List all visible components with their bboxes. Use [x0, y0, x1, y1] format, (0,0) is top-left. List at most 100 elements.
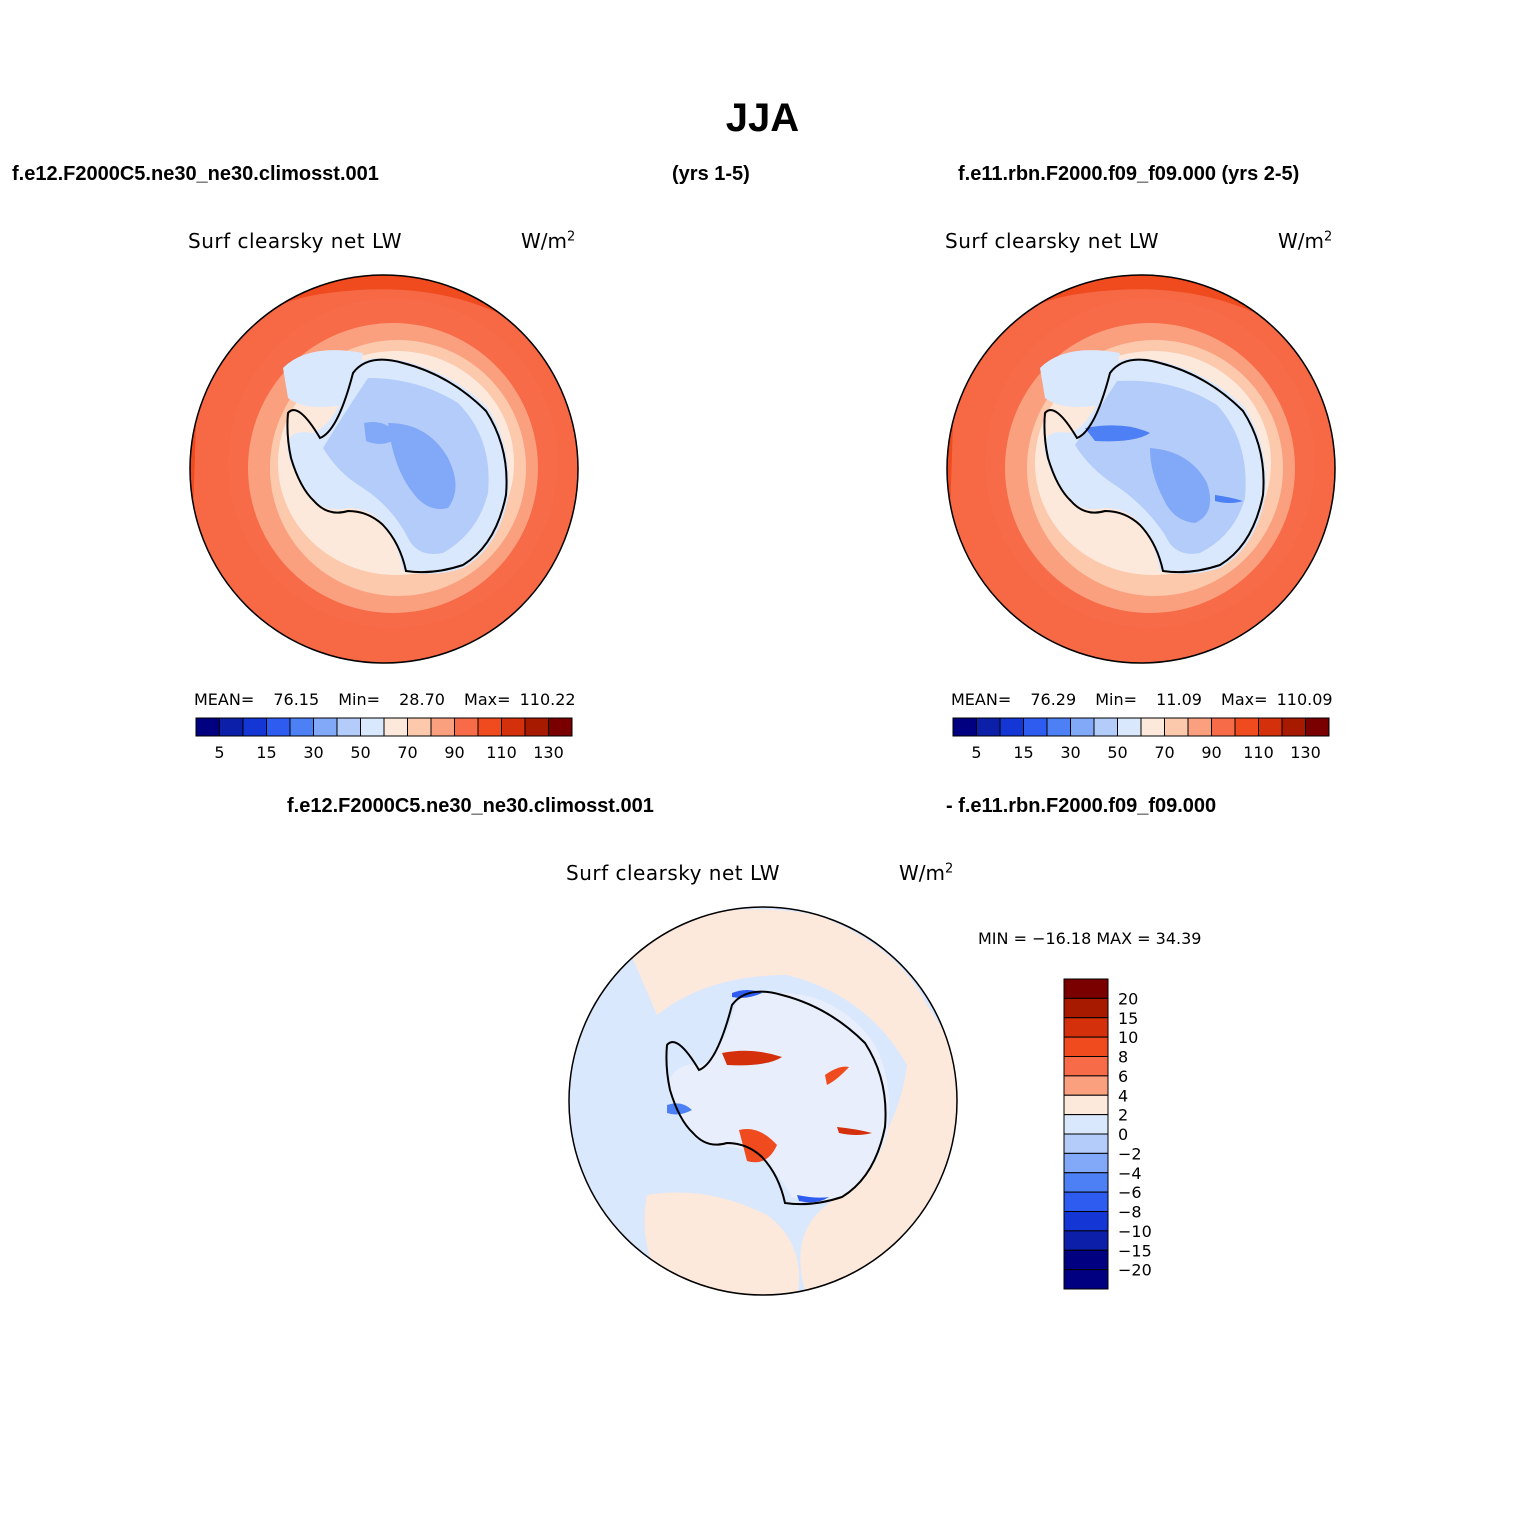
panel1-mean-value: 76.15: [273, 690, 320, 709]
diff-colorbar-tick-label: 10: [1118, 1028, 1138, 1047]
panel1-colorbar-tick-label: 110: [486, 743, 517, 762]
diff-colorbar-tick-label: −15: [1118, 1241, 1152, 1260]
panel2-variable-title: Surf clearsky net LW: [945, 229, 1160, 253]
panel1-stats: MEAN= 76.15 Min= 28.70 Max= 110.22: [194, 690, 576, 709]
panel2-mean-label: MEAN=: [951, 690, 1012, 709]
panel1-colorbar-swatch: [195, 717, 220, 737]
panel1-max-label: Max=: [464, 690, 511, 709]
panel2-colorbar-swatch: [1211, 717, 1236, 737]
panel2-colorbar-swatch: [1046, 717, 1071, 737]
panel1-map-boundary: [189, 274, 579, 664]
diff-colorbar-swatch: [1063, 1094, 1109, 1116]
panel1-coastline: [286, 358, 508, 574]
panel1-colorbar-swatch: [548, 717, 573, 737]
panel1-ross-light: [283, 350, 363, 407]
diff-positive-region-2: [644, 1192, 799, 1295]
panel1-mean-label: MEAN=: [194, 690, 255, 709]
diff-colorbar-tick-label: 4: [1118, 1086, 1128, 1105]
diff-colorbar-swatch: [1063, 1249, 1109, 1271]
panel2-mean-value: 76.29: [1030, 690, 1077, 709]
panel2-colorbar-swatch: [976, 717, 1001, 737]
diff-hot-spot-1: [722, 1050, 782, 1066]
panel2-colorbar-swatch: [1305, 717, 1330, 737]
panel1-colorbar-swatch: [289, 717, 314, 737]
diff-colorbar-tick-label: 20: [1118, 989, 1138, 1008]
diff-colorbar-swatch: [1063, 1133, 1109, 1154]
diff-polar-map: [568, 906, 958, 1296]
panel1-colorbar-tick-label: 15: [256, 743, 276, 762]
diff-positive-region-1: [627, 909, 957, 1295]
diff-colorbar-tick-label: −2: [1118, 1144, 1142, 1163]
panel1-colorbar-swatch: [430, 717, 455, 737]
panel2-colorbar-tick-label: 5: [971, 743, 981, 762]
panel2-map-boundary: [946, 274, 1336, 664]
diff-units: W/m2: [899, 861, 954, 885]
panel1-colorbar-swatch: [336, 717, 361, 737]
diff-colorbar-tick-label: 8: [1118, 1048, 1128, 1067]
panel2-colorbar-tick-label: 15: [1013, 743, 1033, 762]
panel1-colorbar-swatch: [219, 717, 244, 737]
diff-hot-spot-4: [825, 1066, 849, 1085]
case-label-left: f.e12.F2000C5.ne30_ne30.climosst.001: [12, 163, 379, 185]
diff-colorbar-swatch: [1063, 1230, 1109, 1251]
panel1-continent-low: [388, 423, 456, 509]
diff-hot-spot-2: [739, 1129, 777, 1163]
panel1-colorbar-swatch: [360, 717, 385, 737]
panel1-colorbar-swatch: [407, 717, 432, 737]
panel2-max-label: Max=: [1221, 690, 1268, 709]
diff-colorbar-swatch: [1063, 1036, 1109, 1057]
diff-colorbar-swatch: [1063, 1114, 1109, 1135]
panel2-continent-min-1: [1085, 425, 1150, 442]
panel1-colorbar-tick-label: 90: [444, 743, 464, 762]
diff-colorbar-swatch: [1063, 1191, 1109, 1212]
diff-colorbar-swatch: [1063, 1056, 1109, 1077]
panel1-colorbar-swatch: [383, 717, 408, 737]
panel1-continent-low-2: [364, 422, 398, 444]
panel2-colorbar-swatch: [1234, 717, 1259, 737]
panel1-polar-map: [189, 274, 579, 664]
panel2-units: W/m2: [1278, 229, 1333, 253]
panel2-continent-min-2: [1215, 495, 1243, 503]
panel2-colorbar-swatch: [1070, 717, 1095, 737]
panel2-colorbar-swatch: [952, 717, 977, 737]
diff-continent-field: [667, 992, 890, 1201]
panel2-colorbar-swatch: [1281, 717, 1306, 737]
panel2-colorbar-swatch: [1187, 717, 1212, 737]
diff-case-a: f.e12.F2000C5.ne30_ne30.climosst.001: [287, 795, 654, 817]
panel1-min-value: 28.70: [399, 690, 445, 709]
diff-colorbar-tick-label: −8: [1118, 1203, 1142, 1222]
diff-colorbar-tick-label: 6: [1118, 1067, 1128, 1086]
panel2-polar-map: [946, 274, 1336, 664]
panel2-colorbar-tick-label: 90: [1201, 743, 1221, 762]
diff-colorbar-tick-label: −6: [1118, 1183, 1142, 1202]
panel2-colorbar-tick-label: 30: [1060, 743, 1080, 762]
panel1-colorbar-swatch: [501, 717, 526, 737]
diff-cold-spot-3: [797, 1195, 829, 1203]
panel1-variable-title: Surf clearsky net LW: [188, 229, 403, 253]
diff-colorbar-swatch: [1063, 997, 1109, 1019]
case-years-left: (yrs 1-5): [672, 163, 750, 185]
diff-minmax: MIN = −16.18 MAX = 34.39: [978, 929, 1202, 948]
panel2-colorbar-tick-label: 130: [1290, 743, 1321, 762]
panel2-min-value: 11.09: [1156, 690, 1202, 709]
panel1-colorbar-swatch: [454, 717, 479, 737]
panel1-max-value: 110.22: [519, 690, 576, 709]
panel2-colorbar-swatch: [1140, 717, 1165, 737]
diff-colorbar-swatch: [1063, 1211, 1109, 1232]
panel1-colorbar-swatch: [242, 717, 267, 737]
diff-colorbar-tick-label: 0: [1118, 1125, 1128, 1144]
diff-colorbar-tick-label: 15: [1118, 1009, 1138, 1028]
panel1-colorbar-swatch: [313, 717, 338, 737]
diff-colorbar-swatch: [1063, 978, 1109, 999]
panel2-colorbar-tick-label: 70: [1154, 743, 1174, 762]
panel2-coastline: [1043, 358, 1265, 574]
diff-hot-spot-3: [837, 1127, 872, 1135]
panel1-colorbar-tick-label: 70: [397, 743, 417, 762]
panel1-colorbar-swatch: [266, 717, 291, 737]
panel1-colorbar: 5 15 30 50 70 90 110 130: [195, 717, 573, 762]
panel2-min-label: Min=: [1095, 690, 1138, 709]
panel2-max-value: 110.09: [1276, 690, 1333, 709]
diff-case-b: - f.e11.rbn.F2000.f09_f09.000: [946, 795, 1217, 817]
diff-variable-title: Surf clearsky net LW: [566, 861, 781, 885]
